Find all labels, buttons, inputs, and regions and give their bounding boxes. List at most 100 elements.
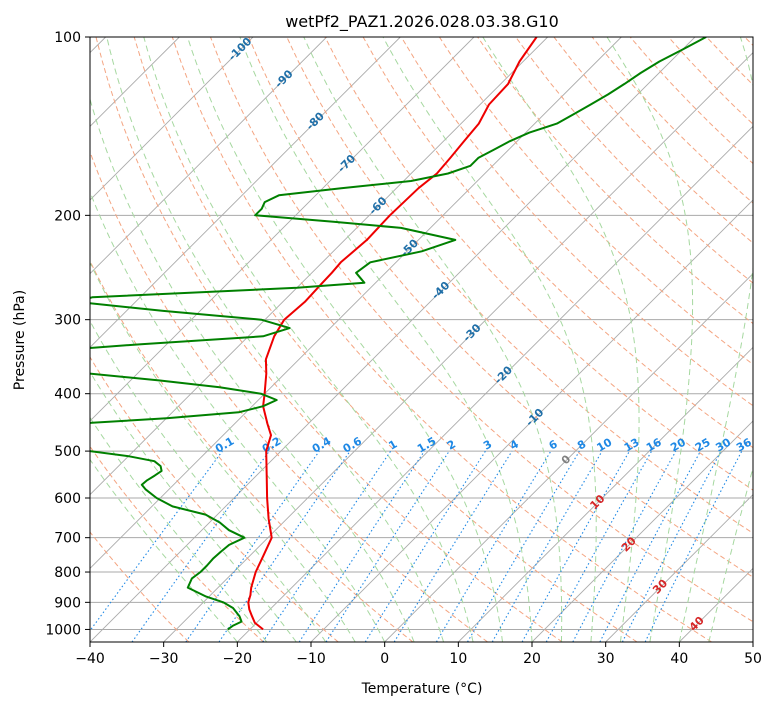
dry-adiabat	[90, 445, 264, 642]
isotherm-label: 40	[687, 614, 707, 634]
mixing-ratio-label: 10	[595, 435, 615, 454]
isotherm-line	[90, 37, 327, 275]
mixing-ratio-label: 0.6	[341, 434, 365, 455]
dry-adiabat	[591, 37, 753, 204]
dry-adiabat	[90, 150, 488, 642]
isotherm-line	[90, 37, 696, 642]
y-axis-title: Pressure (hPa)	[12, 290, 28, 390]
moist-adiabat	[708, 465, 753, 642]
x-tick-label: 20	[523, 651, 541, 667]
y-tick-label: 700	[54, 531, 81, 547]
moist-adiabat	[90, 458, 238, 642]
dry-adiabat	[400, 37, 753, 407]
mixing-ratio-line	[644, 450, 743, 642]
mixing-ratio-label: 0.1	[213, 435, 236, 456]
y-tick-label: 100	[54, 30, 81, 46]
dry-adiabat	[171, 37, 712, 642]
isotherm-line	[90, 37, 548, 496]
dry-adiabat	[210, 37, 753, 623]
mixing-ratio-line	[90, 450, 223, 632]
x-tick-label: 50	[744, 651, 762, 667]
y-tick-label: 600	[54, 491, 81, 507]
moist-adiabat	[482, 37, 640, 642]
moist-adiabat	[90, 320, 327, 642]
mixing-ratio-line	[185, 450, 320, 642]
isotherm-line	[237, 125, 753, 642]
moist-adiabat	[382, 37, 597, 642]
dry-adiabat	[362, 37, 753, 449]
dry-adiabat	[553, 37, 753, 244]
dry-adiabat	[324, 37, 753, 491]
dry-adiabat	[95, 37, 563, 642]
mixing-ratio-line	[393, 450, 513, 642]
dry-adiabat	[515, 37, 753, 284]
isotherm-line	[90, 37, 401, 348]
mixing-ratio-line	[599, 450, 701, 642]
isotherm-line	[531, 420, 753, 642]
x-tick-label: 0	[380, 651, 389, 667]
moist-adiabat	[90, 370, 297, 642]
isotherm-line	[605, 494, 753, 642]
moist-adiabat	[239, 37, 533, 642]
dry-adiabat	[248, 37, 753, 578]
mixing-ratio-label: 25	[693, 436, 713, 455]
moist-adiabat	[678, 37, 753, 642]
isotherm-line	[752, 641, 753, 642]
mixing-ratio-label: 20	[668, 435, 688, 454]
moist-adiabat	[143, 37, 474, 642]
x-axis-title: Temperature (°C)	[361, 681, 483, 697]
background-grid: 0.1 0.2 0.4 0.6 1 1.5 2 3 4 6 8 10 13 16 20 25 30 36	[90, 37, 753, 642]
mixing-ratio-label: 30	[713, 435, 733, 454]
x-tick-label: −40	[75, 651, 105, 667]
plot-frame	[89, 36, 754, 643]
isotherm-line	[163, 52, 753, 642]
dry-adiabat	[744, 37, 753, 47]
moist-adiabat	[303, 37, 563, 642]
chart-title: wetPf2_PAZ1.2026.028.03.38.G10	[285, 12, 559, 32]
mixing-ratio-line	[325, 450, 450, 642]
y-axis-ticks: 100 200 300 400 500 600 700 800 900 1000	[45, 30, 90, 638]
x-tick-label: −30	[149, 651, 179, 667]
y-tick-label: 400	[54, 387, 81, 403]
isotherm-line	[90, 37, 254, 201]
mixing-ratio-label: 2	[445, 438, 458, 453]
dry-adiabat	[668, 37, 753, 125]
moist-adiabat	[90, 97, 415, 642]
dry-adiabat	[706, 37, 753, 86]
mixing-ratio-label: 16	[644, 435, 664, 454]
dewpoint-profile-line	[90, 37, 707, 631]
x-tick-label: 10	[449, 651, 467, 667]
mixing-ratio-label: 1.5	[415, 435, 438, 456]
isotherm-line	[90, 37, 475, 422]
mixing-ratio-line	[572, 450, 677, 642]
dry-adiabat	[133, 37, 638, 642]
mixing-ratio-line	[218, 450, 351, 642]
isotherm-label: -40	[429, 279, 452, 302]
moist-adiabat	[90, 190, 386, 642]
y-tick-label: 300	[54, 313, 81, 329]
sounding-profiles	[90, 37, 707, 631]
isotherm-label: -90	[272, 67, 295, 90]
mixing-ratio-line	[262, 450, 392, 642]
mixing-ratio-label: 0.4	[310, 434, 334, 455]
mixing-ratio-line	[521, 450, 630, 642]
isotherm-label: 30	[650, 577, 670, 597]
moist-adiabat	[187, 37, 503, 642]
y-tick-label: 1000	[45, 622, 81, 638]
dry-adiabat	[90, 259, 414, 642]
mixing-ratio-line	[545, 450, 653, 642]
y-tick-label: 900	[54, 595, 81, 611]
y-tick-label: 800	[54, 565, 81, 581]
isotherm-label: -60	[366, 194, 389, 217]
dry-adiabat	[90, 531, 190, 642]
isotherm-line	[384, 273, 753, 642]
mixing-ratio-label: 6	[547, 437, 560, 452]
x-tick-label: 40	[670, 651, 688, 667]
temperature-profile-line	[247, 37, 538, 631]
mixing-ratio-line	[467, 450, 580, 642]
x-axis-ticks: −40 −30 −20 −10 0 10 20 30 40 50	[75, 642, 762, 667]
mixing-ratio-label: 4	[508, 437, 521, 452]
dry-adiabat	[438, 37, 753, 366]
